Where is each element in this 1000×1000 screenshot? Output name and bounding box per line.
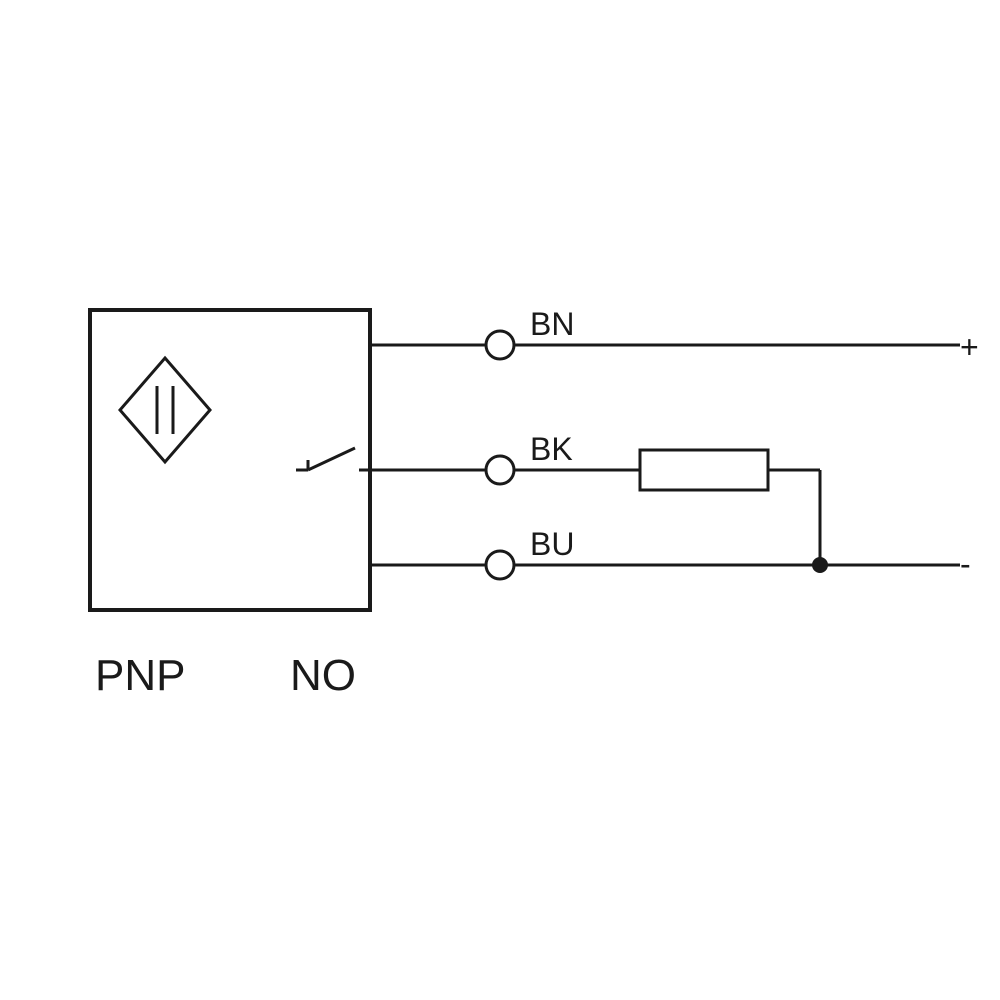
terminal-bk — [486, 456, 514, 484]
label-caption_left: PNP — [95, 651, 185, 700]
switch-arm — [308, 448, 355, 470]
label-bn: BN — [530, 306, 574, 342]
terminal-bn — [486, 331, 514, 359]
label-minus: - — [960, 546, 971, 582]
junction-dot — [812, 557, 828, 573]
wiring-diagram: BN BK BU + - PNP NO — [0, 0, 1000, 1000]
label-caption_right: NO — [290, 651, 356, 700]
load-resistor — [640, 450, 768, 490]
sensor-symbol-diamond — [120, 358, 210, 462]
label-bu: BU — [530, 526, 574, 562]
label-bk: BK — [530, 431, 573, 467]
label-plus: + — [960, 329, 979, 365]
terminal-bu — [486, 551, 514, 579]
